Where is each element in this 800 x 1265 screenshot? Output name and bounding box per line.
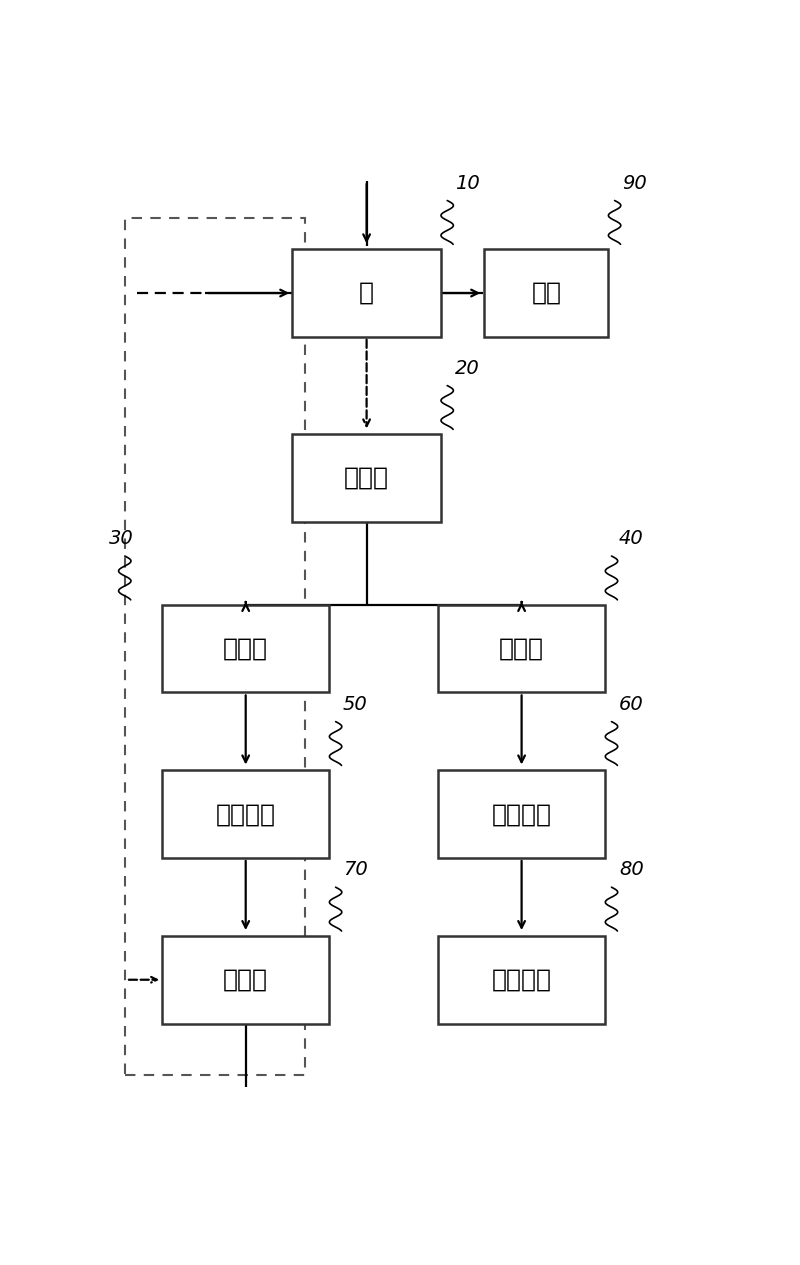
Bar <box>162 605 330 692</box>
Text: 脚本: 脚本 <box>531 281 562 305</box>
Bar <box>292 249 441 336</box>
Text: 流程图: 流程图 <box>223 968 268 992</box>
Text: 90: 90 <box>622 173 646 192</box>
Bar <box>438 770 606 858</box>
Text: 40: 40 <box>619 529 644 548</box>
Text: 运动主帧: 运动主帧 <box>491 802 552 826</box>
Text: 运动屏幕: 运动屏幕 <box>491 968 552 992</box>
Text: 60: 60 <box>619 694 644 713</box>
Text: 70: 70 <box>343 860 368 879</box>
Text: 行为层: 行为层 <box>223 636 268 660</box>
Text: 框: 框 <box>359 281 374 305</box>
Text: 80: 80 <box>619 860 644 879</box>
Text: 10: 10 <box>454 173 479 192</box>
Bar <box>162 936 330 1023</box>
Text: 30: 30 <box>110 529 134 548</box>
Text: 50: 50 <box>343 694 368 713</box>
Text: 时间线: 时间线 <box>344 466 389 490</box>
Bar <box>125 218 305 1075</box>
Bar <box>485 249 608 336</box>
Bar <box>292 434 441 522</box>
Bar <box>438 605 606 692</box>
Bar <box>438 936 606 1023</box>
Text: 运动层: 运动层 <box>499 636 544 660</box>
Text: 20: 20 <box>454 359 479 378</box>
Text: 行为主帧: 行为主帧 <box>216 802 276 826</box>
Bar <box>162 770 330 858</box>
